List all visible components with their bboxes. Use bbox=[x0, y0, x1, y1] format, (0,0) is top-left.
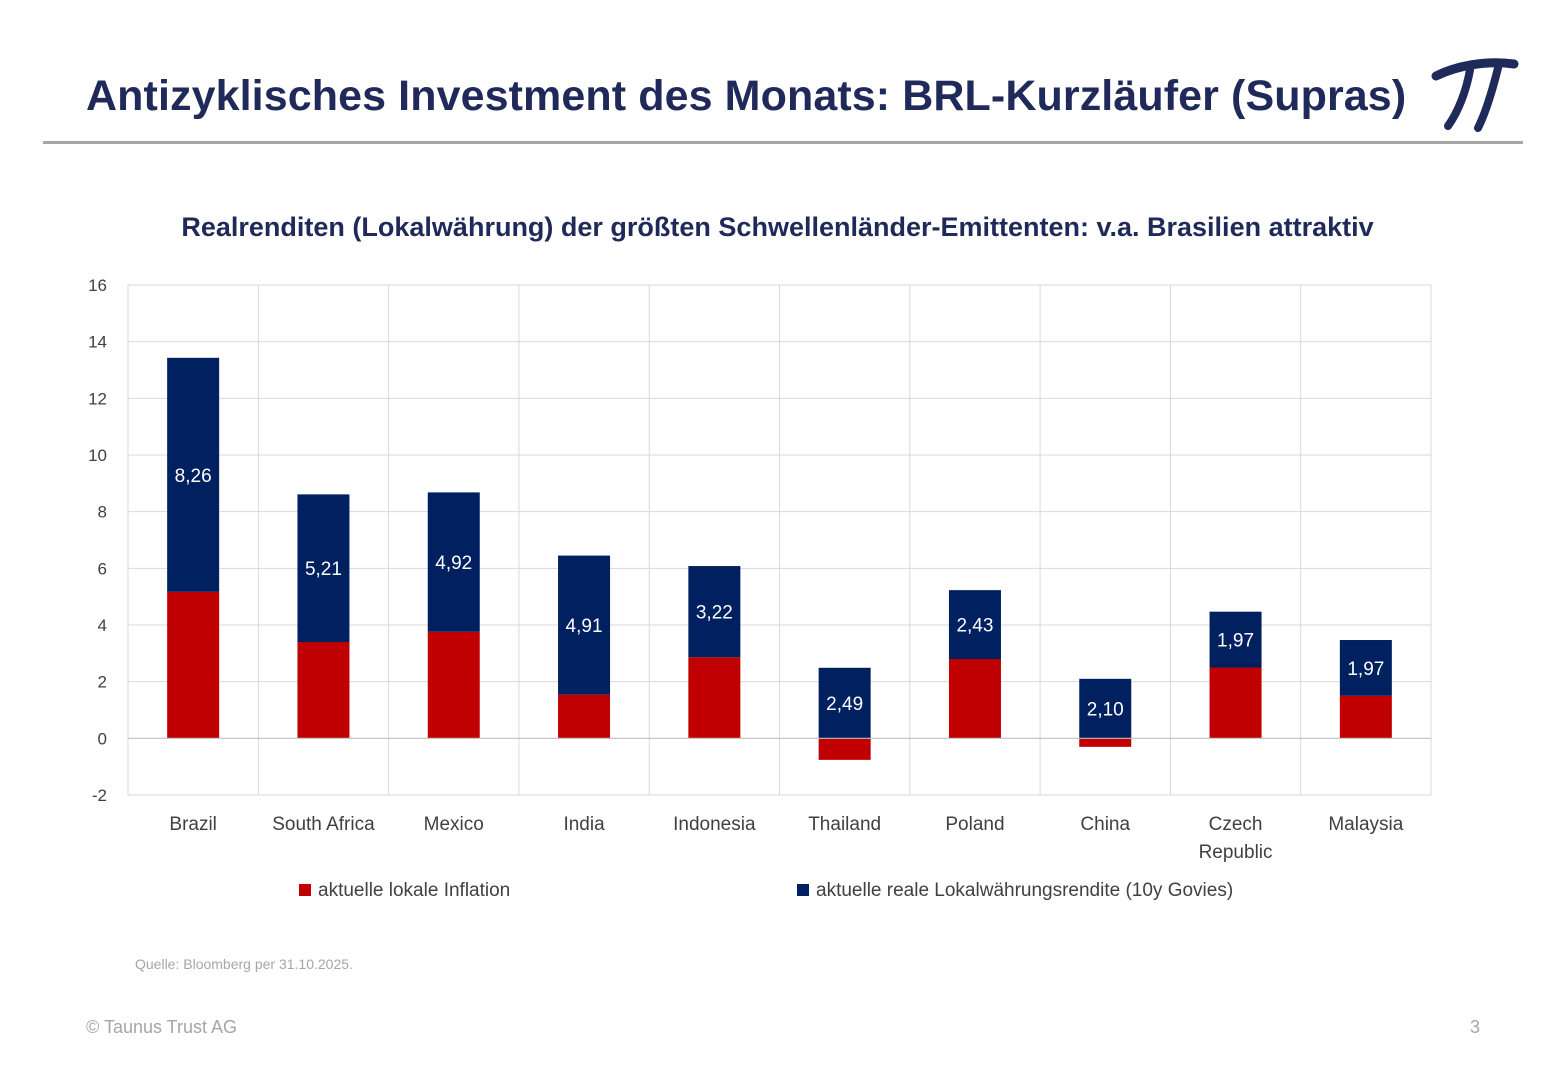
bar-inflation bbox=[1209, 667, 1262, 739]
x-tick-label: China bbox=[1080, 814, 1130, 835]
plot-frame bbox=[127, 284, 1432, 796]
bar-real-yield bbox=[297, 494, 350, 642]
slide-title: Antizyklisches Investment des Monats: BR… bbox=[86, 72, 1407, 120]
y-tick-label: 16 bbox=[88, 276, 107, 295]
x-tick-label: Mexico bbox=[424, 814, 484, 835]
pi-logo-bar bbox=[1431, 58, 1519, 81]
legend-label-inflation: aktuelle lokale Inflation bbox=[318, 880, 510, 901]
bar-real-yield bbox=[948, 590, 1001, 659]
y-tick-label: 10 bbox=[88, 446, 107, 465]
y-tick-label: -2 bbox=[92, 786, 107, 805]
x-tick-label: Brazil bbox=[169, 814, 217, 835]
legend-swatch-real-yield bbox=[797, 884, 809, 896]
bar-inflation bbox=[1339, 695, 1392, 739]
source-note: Quelle: Bloomberg per 31.10.2025. bbox=[135, 956, 353, 972]
taunus-trust-logo bbox=[1431, 58, 1519, 132]
bar-real-yield bbox=[688, 566, 741, 658]
x-tick-label: Poland bbox=[945, 814, 1004, 835]
y-tick-label: 2 bbox=[98, 673, 107, 692]
legend-swatch-inflation bbox=[299, 884, 311, 896]
bar-inflation bbox=[167, 591, 220, 739]
data-label-real-yield: 8,26 bbox=[175, 466, 212, 487]
y-tick-label: 0 bbox=[98, 729, 107, 748]
bar-real-yield bbox=[1339, 640, 1392, 696]
y-tick-label: 8 bbox=[98, 503, 107, 522]
data-label-real-yield: 4,91 bbox=[566, 616, 603, 637]
chart-title: Realrenditen (Lokalwährung) der größten … bbox=[181, 212, 1374, 242]
pi-logo-left-leg bbox=[1444, 66, 1474, 130]
x-tick-label: Czech bbox=[1209, 814, 1263, 835]
x-tick-label: Malaysia bbox=[1328, 814, 1403, 835]
pi-logo-right-leg bbox=[1474, 64, 1502, 132]
legend-label-real-yield: aktuelle reale Lokalwährungsrendite (10y… bbox=[816, 880, 1233, 901]
bar-real-yield bbox=[427, 492, 480, 632]
bar-real-yield bbox=[818, 667, 871, 739]
y-tick-label: 4 bbox=[98, 616, 107, 635]
bar-real-yield bbox=[167, 357, 220, 592]
y-tick-label: 14 bbox=[88, 333, 107, 352]
data-label-real-yield: 1,97 bbox=[1217, 631, 1254, 652]
x-tick-label: Republic bbox=[1199, 842, 1273, 863]
stacked-bar-chart: -2 0 2 4 6 8 10 12 14 16 8,26 Brazil 5,21 South Afric… bbox=[88, 276, 1432, 901]
bar-inflation bbox=[558, 694, 611, 739]
bar-inflation bbox=[688, 657, 741, 739]
x-tick-label: Indonesia bbox=[673, 814, 756, 835]
page-number: 3 bbox=[1469, 1017, 1480, 1037]
bar-inflation bbox=[297, 642, 350, 739]
copyright: © Taunus Trust AG bbox=[86, 1017, 238, 1037]
bar-inflation bbox=[427, 631, 480, 739]
data-label-real-yield: 2,10 bbox=[1087, 700, 1124, 721]
x-tick-label: Thailand bbox=[808, 814, 881, 835]
data-label-real-yield: 4,92 bbox=[435, 553, 472, 574]
data-label-real-yield: 1,97 bbox=[1347, 659, 1384, 680]
bar-real-yield bbox=[1209, 611, 1262, 668]
x-tick-label: India bbox=[563, 814, 605, 835]
bar-inflation bbox=[1079, 738, 1132, 747]
bar-real-yield bbox=[1079, 678, 1132, 739]
title-divider bbox=[43, 141, 1523, 144]
x-tick-label: South Africa bbox=[272, 814, 375, 835]
bar-inflation bbox=[818, 738, 871, 760]
y-tick-label: 12 bbox=[88, 389, 107, 408]
bar-inflation bbox=[948, 659, 1001, 739]
bar-real-yield bbox=[558, 555, 611, 695]
data-label-real-yield: 2,43 bbox=[956, 616, 993, 637]
data-label-real-yield: 3,22 bbox=[696, 603, 733, 624]
y-tick-label: 6 bbox=[98, 559, 107, 578]
data-label-real-yield: 5,21 bbox=[305, 559, 342, 580]
data-label-real-yield: 2,49 bbox=[826, 694, 863, 715]
